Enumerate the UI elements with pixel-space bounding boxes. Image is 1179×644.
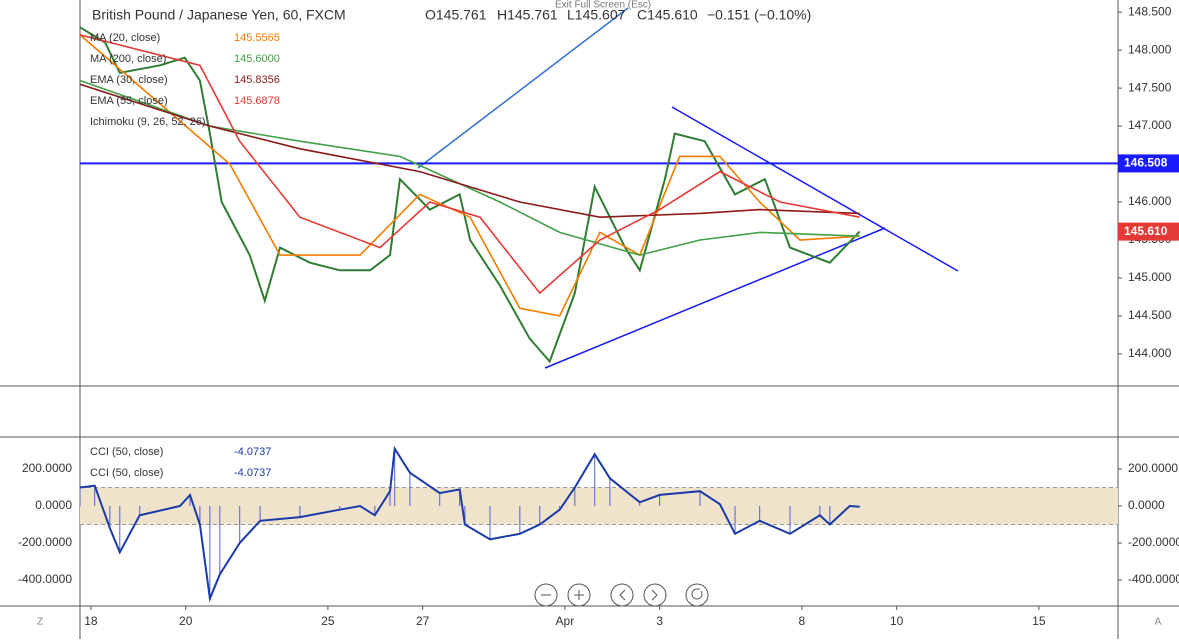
level-tag xyxy=(1118,154,1179,173)
y-tick-label: 147.500 xyxy=(1128,80,1172,94)
scroll-left[interactable] xyxy=(610,583,634,607)
y-tick-label: 147.000 xyxy=(1128,118,1172,132)
series-line xyxy=(79,34,860,295)
legend-value: -4.0737 xyxy=(234,446,271,458)
y-tick-label-left: -400.0000 xyxy=(18,572,72,586)
x-tick-label: 20 xyxy=(179,614,193,628)
button-icons xyxy=(541,588,703,601)
series-line xyxy=(79,34,860,317)
legend-value: 145.6000 xyxy=(234,53,280,65)
y-tick-label: -200.0000 xyxy=(1128,535,1179,549)
last-price-tag xyxy=(1118,222,1179,241)
nav-buttons xyxy=(534,583,709,607)
trend-lines xyxy=(417,7,959,369)
y-tick-label-left: 200.0000 xyxy=(22,461,72,475)
ohlc-low: L145.607 xyxy=(567,7,626,23)
x-tick-label: 18 xyxy=(84,614,98,628)
corner-label: A xyxy=(1155,617,1162,628)
tooltip: Exit Full Screen (Esc) xyxy=(555,0,651,11)
series-line xyxy=(79,83,860,219)
trend-line xyxy=(544,227,886,369)
y-tick-label: 146.000 xyxy=(1128,194,1172,208)
series-line xyxy=(79,26,861,364)
ohlc-change: −0.151 (−0.10%) xyxy=(707,7,811,23)
x-tick-label: 15 xyxy=(1032,614,1046,628)
x-tick-label: 10 xyxy=(890,614,904,628)
scroll-right[interactable] xyxy=(643,583,667,607)
y-tick-label: -400.0000 xyxy=(1128,572,1179,586)
ohlc-open: O145.761 xyxy=(425,7,487,23)
y-tick-label-left: -200.0000 xyxy=(18,535,72,549)
legend-name: CCI (50, close) xyxy=(90,467,163,479)
y-tick-label: 144.000 xyxy=(1128,346,1172,360)
series-line xyxy=(79,79,860,256)
y-tick-label: 148.500 xyxy=(1128,4,1172,18)
legend-value: 145.6878 xyxy=(234,95,280,107)
y-tick-label-left: 0.0000 xyxy=(35,498,72,512)
legend-name: MA (20, close) xyxy=(90,32,160,44)
last-price-label: 145.610 xyxy=(1124,224,1168,238)
legend-name: CCI (50, close) xyxy=(90,446,163,458)
symbol-title: British Pound / Japanese Yen, 60, FXCM xyxy=(92,7,346,23)
trend-line xyxy=(671,106,959,272)
y-tick-label: 200.0000 xyxy=(1128,461,1178,475)
x-tick-label: 8 xyxy=(799,614,806,628)
legend-name: EMA (55, close) xyxy=(90,95,168,107)
legend-value: 145.8356 xyxy=(234,74,280,86)
level-tag-label: 146.508 xyxy=(1124,156,1168,170)
legend-value: 145.5565 xyxy=(234,32,280,44)
reset[interactable] xyxy=(685,583,709,607)
legend-name: EMA (30, close) xyxy=(90,74,168,86)
legend-name: MA (200, close) xyxy=(90,53,166,65)
legend-value: -4.0737 xyxy=(234,467,271,479)
y-tick-label: 0.0000 xyxy=(1128,498,1165,512)
legend-name: Ichimoku (9, 26, 52, 26) xyxy=(90,116,206,128)
y-tick-label: 148.000 xyxy=(1128,42,1172,56)
x-tick-label: 3 xyxy=(656,614,663,628)
ohlc-close: C145.610 xyxy=(637,7,698,23)
y-tick-label: 145.000 xyxy=(1128,270,1172,284)
corner-label: Z xyxy=(37,617,43,628)
x-tick-label: Apr xyxy=(556,614,575,628)
trend-line xyxy=(417,7,629,169)
x-tick-label: 27 xyxy=(416,614,430,628)
ohlc-high: H145.761 xyxy=(497,7,558,23)
cci-band xyxy=(80,487,1118,525)
series-line xyxy=(79,445,860,603)
y-tick-label: 144.500 xyxy=(1128,308,1172,322)
x-tick-label: 25 xyxy=(321,614,335,628)
